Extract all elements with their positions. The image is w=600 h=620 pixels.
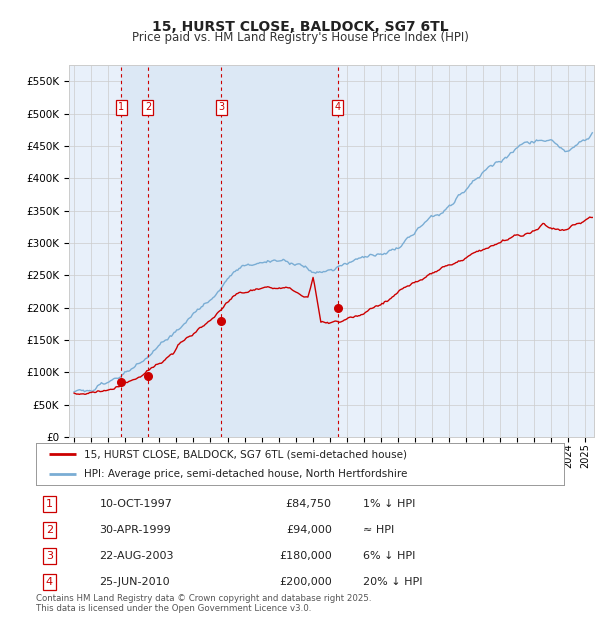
Text: 4: 4 — [335, 102, 341, 112]
Text: 22-AUG-2003: 22-AUG-2003 — [100, 551, 174, 561]
Text: 25-JUN-2010: 25-JUN-2010 — [100, 577, 170, 587]
Text: £84,750: £84,750 — [286, 499, 332, 509]
Bar — [121, 65, 338, 437]
Text: HPI: Average price, semi-detached house, North Hertfordshire: HPI: Average price, semi-detached house,… — [83, 469, 407, 479]
Text: £94,000: £94,000 — [286, 525, 332, 535]
Text: 6% ↓ HPI: 6% ↓ HPI — [364, 551, 416, 561]
Text: 1: 1 — [46, 499, 53, 509]
Text: £180,000: £180,000 — [279, 551, 332, 561]
Text: 1% ↓ HPI: 1% ↓ HPI — [364, 499, 416, 509]
Text: 3: 3 — [46, 551, 53, 561]
Text: 2: 2 — [145, 102, 151, 112]
Text: 15, HURST CLOSE, BALDOCK, SG7 6TL: 15, HURST CLOSE, BALDOCK, SG7 6TL — [152, 20, 448, 34]
Text: Price paid vs. HM Land Registry's House Price Index (HPI): Price paid vs. HM Land Registry's House … — [131, 31, 469, 44]
Text: 10-OCT-1997: 10-OCT-1997 — [100, 499, 172, 509]
Text: This data is licensed under the Open Government Licence v3.0.: This data is licensed under the Open Gov… — [36, 604, 311, 613]
Text: Contains HM Land Registry data © Crown copyright and database right 2025.: Contains HM Land Registry data © Crown c… — [36, 595, 371, 603]
Text: 2: 2 — [46, 525, 53, 535]
Text: £200,000: £200,000 — [279, 577, 332, 587]
Text: 4: 4 — [46, 577, 53, 587]
Text: 15, HURST CLOSE, BALDOCK, SG7 6TL (semi-detached house): 15, HURST CLOSE, BALDOCK, SG7 6TL (semi-… — [83, 450, 407, 459]
Text: 30-APR-1999: 30-APR-1999 — [100, 525, 171, 535]
Text: ≈ HPI: ≈ HPI — [364, 525, 395, 535]
Text: 3: 3 — [218, 102, 224, 112]
Text: 1: 1 — [118, 102, 125, 112]
Text: 20% ↓ HPI: 20% ↓ HPI — [364, 577, 423, 587]
